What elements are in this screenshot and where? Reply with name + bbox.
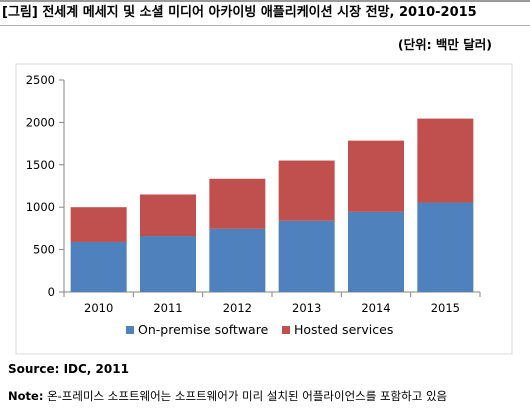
bar-on-premise-2015 bbox=[417, 202, 474, 292]
y-tick-label: 500 bbox=[33, 243, 55, 257]
x-tick-label: 2014 bbox=[361, 301, 390, 315]
x-tick-label: 2010 bbox=[84, 301, 113, 315]
y-tick-label: 1500 bbox=[26, 158, 55, 172]
bar-hosted-2011 bbox=[140, 194, 196, 237]
x-tick-label: 2015 bbox=[431, 301, 460, 315]
y-tick-label: 2000 bbox=[26, 115, 55, 129]
x-tick-label: 2011 bbox=[153, 301, 182, 315]
bars bbox=[70, 118, 474, 292]
legend-swatch bbox=[282, 326, 290, 334]
bar-hosted-2012 bbox=[209, 178, 266, 229]
x-tick-label: 2012 bbox=[223, 301, 252, 315]
legend-label: On-premise software bbox=[138, 322, 269, 337]
bar-on-premise-2011 bbox=[140, 236, 196, 292]
y-tick-label: 1000 bbox=[26, 200, 55, 214]
legend: On-premise software Hosted services bbox=[126, 322, 393, 337]
x-tick-label: 2013 bbox=[292, 301, 321, 315]
bar-hosted-2014 bbox=[348, 140, 404, 212]
note-body: 온-프레미스 소프트웨어는 소프트웨어가 미리 설치된 어플라이언스를 포함하고… bbox=[43, 389, 448, 403]
x-axis: 2010 2011 2012 2013 2014 2015 bbox=[63, 291, 481, 315]
note-text: Note: 온-프레미스 소프트웨어는 소프트웨어가 미리 설치된 어플라이언스… bbox=[8, 388, 528, 404]
y-axis: 0 500 1000 1500 2000 2500 bbox=[26, 73, 65, 299]
y-tick-label: 0 bbox=[48, 285, 55, 299]
source-text: Source: IDC, 2011 bbox=[8, 362, 129, 376]
bar-hosted-2010 bbox=[70, 207, 127, 242]
bar-hosted-2013 bbox=[278, 160, 335, 221]
bar-on-premise-2010 bbox=[70, 241, 127, 292]
bar-on-premise-2012 bbox=[209, 228, 266, 292]
bar-on-premise-2013 bbox=[278, 220, 335, 292]
y-tick-label: 2500 bbox=[26, 73, 55, 87]
bar-hosted-2015 bbox=[417, 118, 474, 203]
unit-label: (단위: 백만 달러) bbox=[397, 37, 492, 52]
bar-on-premise-2014 bbox=[348, 211, 404, 292]
figure-title: [그림] 전세계 메세지 및 소셜 미디어 아카이빙 애플리케이션 시장 전망,… bbox=[0, 0, 530, 26]
legend-swatch bbox=[126, 326, 134, 334]
legend-label: Hosted services bbox=[294, 322, 393, 337]
note-label: Note: bbox=[8, 389, 44, 403]
